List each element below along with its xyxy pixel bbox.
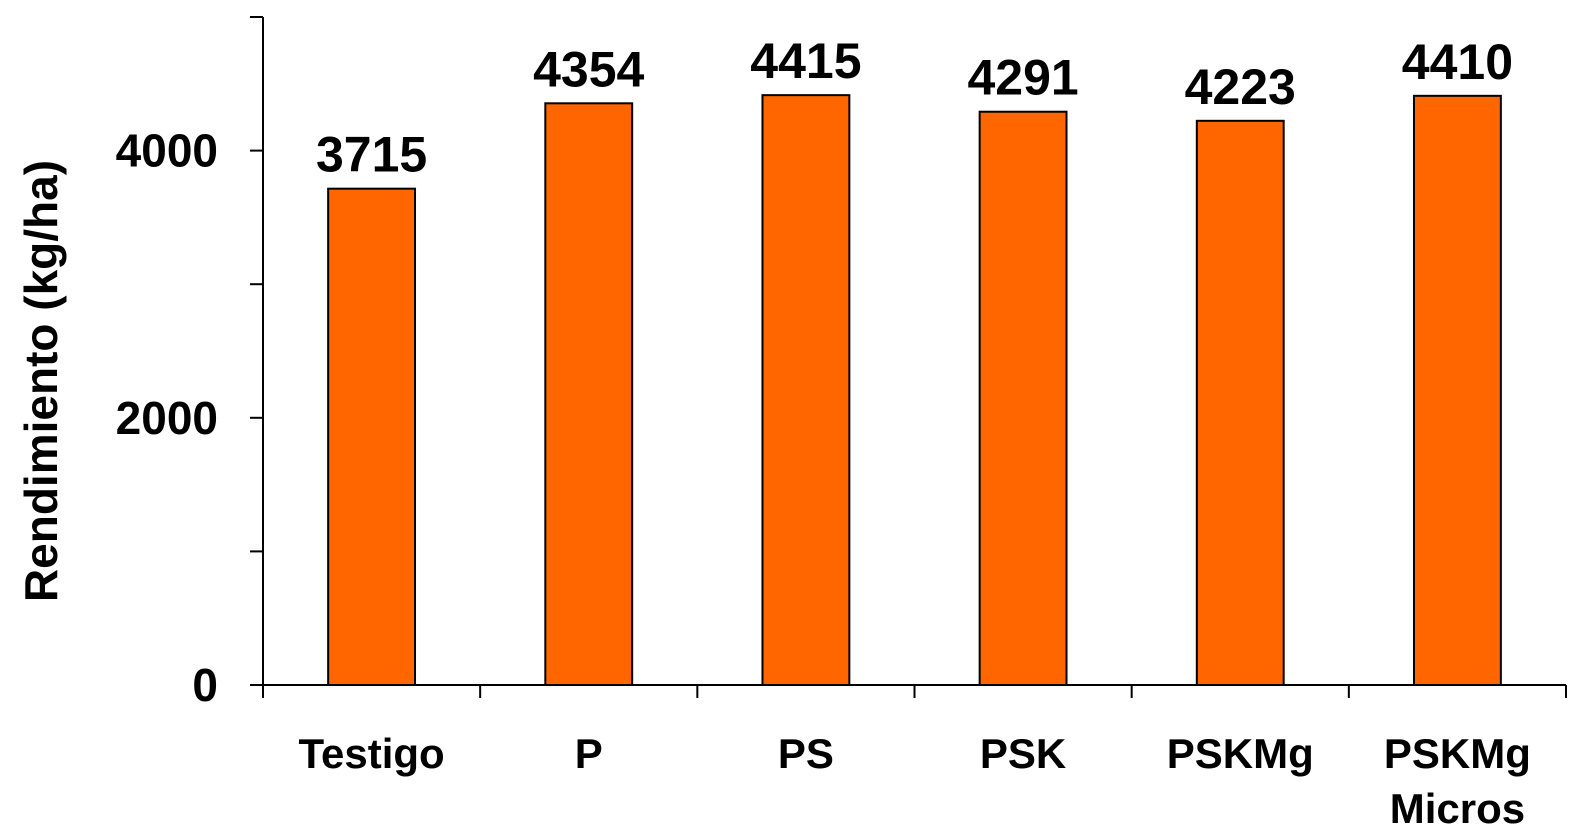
bar [327,187,417,686]
y-axis-label: Rendimiento (kg/ha) [15,160,67,602]
y-tick-label: 2000 [116,392,218,444]
bar [544,102,634,686]
data-label: 4223 [1185,59,1296,115]
bar [978,110,1068,686]
bar [1412,94,1502,687]
x-tick-label: PSKMg [1167,730,1314,777]
bars-group [327,94,1502,687]
y-tick-label: 0 [192,659,218,711]
data-label: 3715 [316,127,427,183]
data-label: 4415 [750,33,861,89]
x-tick-label: Testigo [298,730,444,777]
x-ticks-group: Testigo P PS PSK PSKMg PSKMg Micros [262,685,1567,832]
x-tick-label: Micros [1390,785,1525,832]
data-label: 4291 [967,50,1078,106]
x-tick-label: PSK [980,730,1066,777]
data-label: 4410 [1402,34,1513,90]
data-label: 4354 [533,41,644,97]
x-tick-label: PSKMg [1384,730,1531,777]
y-tick-label: 4000 [116,125,218,177]
y-ticks-group: 0 2000 4000 [116,16,263,711]
bar [761,94,851,686]
x-tick-label: P [575,730,603,777]
data-labels-group: 3715 4354 4415 4291 4223 4410 [316,33,1513,183]
x-tick-label: PS [778,730,834,777]
bar [1195,119,1285,687]
